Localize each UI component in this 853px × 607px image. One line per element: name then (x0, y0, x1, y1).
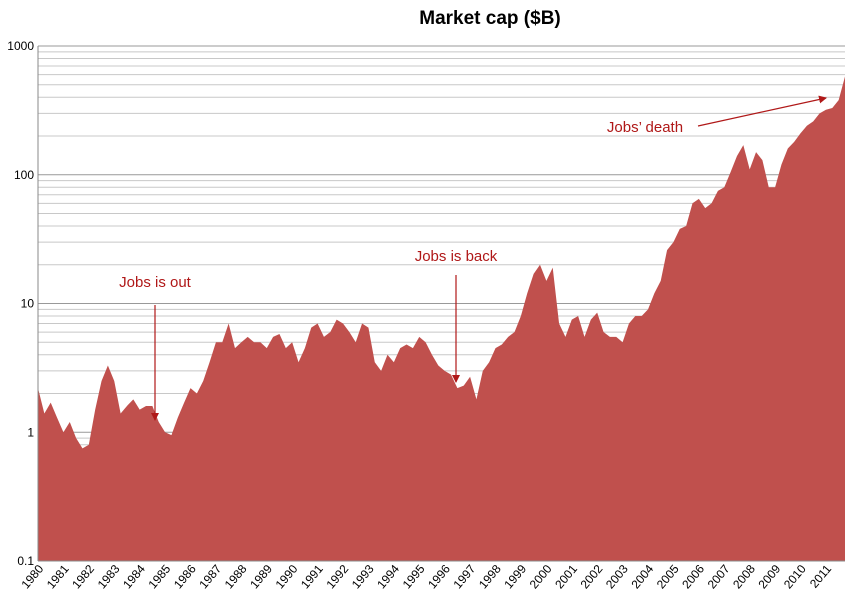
x-tick-label: 1990 (273, 562, 301, 592)
annotation: Jobs is back (415, 248, 498, 265)
x-tick-label: 1988 (222, 562, 250, 592)
x-tick-label: 1994 (374, 562, 402, 592)
y-tick-label: 100 (14, 168, 34, 182)
x-tick-label: 1998 (476, 562, 504, 592)
y-tick-label: 10 (21, 297, 35, 311)
x-tick-label: 2010 (781, 562, 809, 592)
x-tick-label: 1987 (196, 562, 224, 592)
x-tick-label: 2007 (705, 562, 733, 592)
y-tick-label: 1 (27, 425, 34, 439)
x-tick-label: 1984 (120, 562, 148, 592)
x-tick-label: 1982 (69, 562, 97, 592)
x-tick-label: 2006 (679, 562, 707, 592)
plot (37, 46, 845, 562)
x-tick-label: 2002 (578, 562, 606, 592)
x-tick-label: 1983 (95, 562, 123, 592)
x-tick-label: 1997 (451, 562, 479, 592)
y-tick-label: 0.1 (17, 554, 34, 568)
x-tick-label: 1995 (400, 562, 428, 592)
annotation: Jobs is out (119, 274, 192, 291)
x-tick-label: 2003 (603, 562, 631, 592)
x-tick-label: 1992 (323, 562, 351, 592)
x-tick-label: 1993 (349, 562, 377, 592)
y-tick-label: 1000 (7, 39, 34, 53)
x-tick-label: 2005 (654, 562, 682, 592)
x-tick-label: 1985 (145, 562, 173, 592)
area (38, 76, 845, 562)
x-tick-label: 2001 (552, 562, 580, 592)
x-tick-label: 2009 (756, 562, 784, 592)
x-tick-label: 1986 (171, 562, 199, 592)
x-tick-label: 2004 (628, 562, 656, 592)
x-tick-label: 1991 (298, 562, 326, 592)
x-tick-label: 2000 (527, 562, 555, 592)
x-tick-label: 2008 (730, 562, 758, 592)
x-tick-label: 2011 (807, 562, 835, 591)
annotation-arrow (697, 95, 827, 127)
x-tick-label: 1981 (44, 562, 72, 592)
annotation: Jobs’ death (607, 119, 683, 136)
x-tick-label: 1989 (247, 562, 275, 592)
x-tick-label: 1996 (425, 562, 453, 592)
chart-title: Market cap ($B) (419, 8, 561, 29)
x-tick-label: 1999 (501, 562, 529, 592)
